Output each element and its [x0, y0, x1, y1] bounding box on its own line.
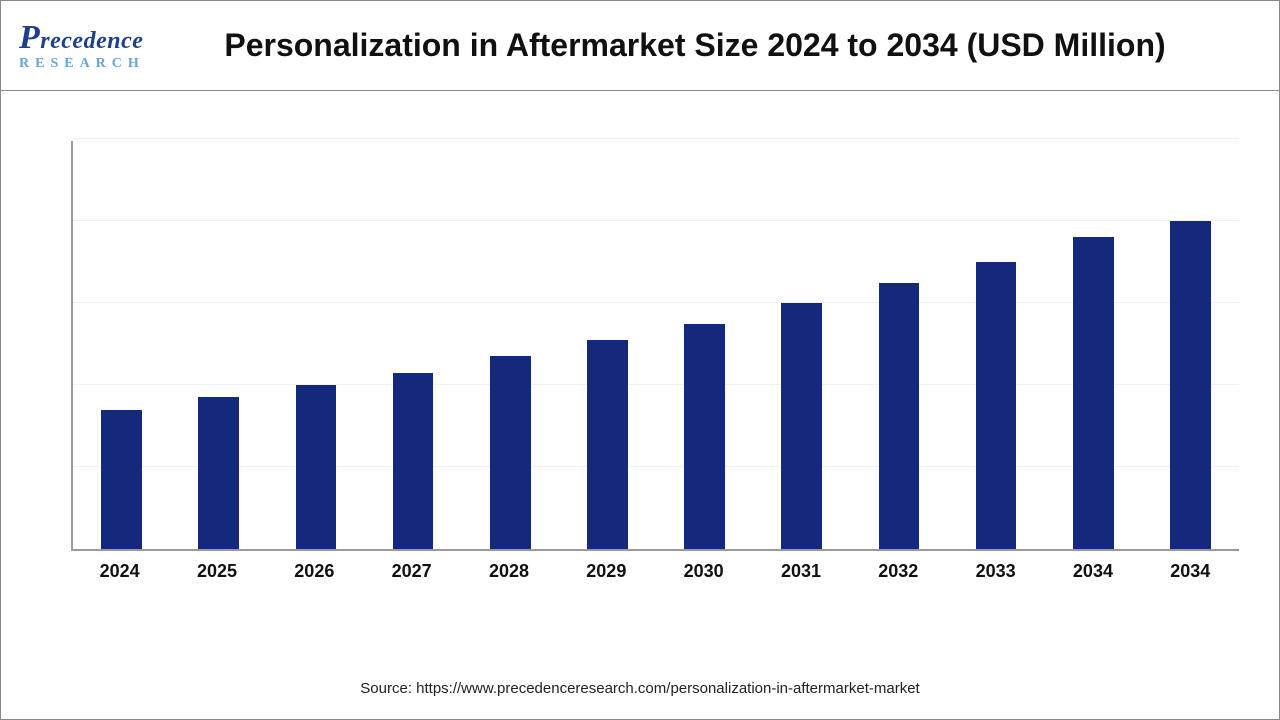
- x-tick-label: 2034: [1142, 561, 1239, 582]
- chart-area: 2024202520262027202820292030203120322033…: [71, 141, 1239, 591]
- bar: [1073, 237, 1114, 549]
- bar: [781, 303, 822, 549]
- bar: [393, 373, 434, 549]
- logo-top-line: Precedence: [19, 21, 189, 55]
- x-tick-label: 2027: [363, 561, 460, 582]
- x-tick-label: 2029: [558, 561, 655, 582]
- x-tick-label: 2024: [71, 561, 168, 582]
- grid-line: [73, 138, 1239, 139]
- x-tick-label: 2033: [947, 561, 1044, 582]
- bar: [101, 410, 142, 549]
- bar: [296, 385, 337, 549]
- bar: [490, 356, 531, 549]
- header-row: Precedence RESEARCH Personalization in A…: [1, 1, 1279, 91]
- source-caption: Source: https://www.precedenceresearch.c…: [1, 680, 1279, 697]
- x-tick-label: 2034: [1044, 561, 1141, 582]
- bar: [879, 283, 920, 550]
- grid-line: [73, 466, 1239, 467]
- logo-word: recedence: [40, 28, 143, 54]
- bar: [1170, 221, 1211, 549]
- logo-p-glyph: P: [19, 19, 40, 56]
- bar: [587, 340, 628, 549]
- bar: [684, 324, 725, 550]
- grid-line: [73, 384, 1239, 385]
- x-tick-label: 2032: [850, 561, 947, 582]
- x-tick-label: 2026: [266, 561, 363, 582]
- x-tick-label: 2028: [460, 561, 557, 582]
- brand-logo: Precedence RESEARCH: [19, 11, 189, 81]
- bar: [198, 397, 239, 549]
- chart-title: Personalization in Aftermarket Size 2024…: [189, 27, 1261, 64]
- logo-bottom-line: RESEARCH: [19, 57, 189, 71]
- grid-line: [73, 302, 1239, 303]
- x-tick-label: 2031: [752, 561, 849, 582]
- chart-frame: Precedence RESEARCH Personalization in A…: [0, 0, 1280, 720]
- grid-line: [73, 220, 1239, 221]
- x-tick-label: 2030: [655, 561, 752, 582]
- x-axis-labels: 2024202520262027202820292030203120322033…: [71, 551, 1239, 591]
- plot-region: [71, 141, 1239, 551]
- x-tick-label: 2025: [168, 561, 265, 582]
- bar: [976, 262, 1017, 549]
